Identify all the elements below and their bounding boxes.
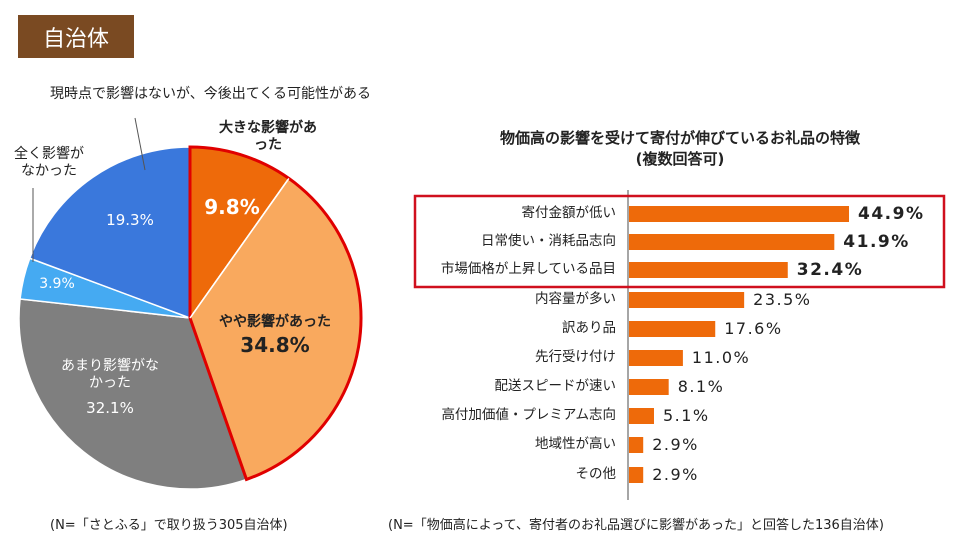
bar-value-label: 2.9% — [652, 465, 699, 484]
bar-category-label: 配送スピードが速い — [494, 378, 617, 394]
pie-label-not-much: あまり影響がなかった — [61, 358, 159, 391]
bar — [629, 262, 788, 278]
bar-category-label: 寄付金額が低い — [521, 205, 617, 221]
bar-category-label: その他 — [575, 466, 617, 482]
bar-value-label: 11.0% — [691, 348, 751, 367]
pie-divider — [189, 178, 290, 319]
header-tag: 自治体 — [18, 15, 134, 58]
bar-value-label: 17.6% — [724, 319, 783, 338]
leader-line — [134, 117, 146, 171]
bar — [629, 321, 716, 337]
pie-note: (N=「さとふる」で取り扱う305自治体) — [50, 518, 288, 533]
bar-category-label: 先行受け付け — [535, 349, 616, 365]
bar — [629, 206, 850, 222]
bar — [629, 437, 644, 453]
bar-category-label: 市場価格が上昇している品目 — [440, 261, 616, 277]
bar — [629, 379, 669, 395]
bar-category-label: 内容量が多い — [535, 291, 616, 307]
pie-slice — [18, 298, 248, 490]
pie-label-somewhat: やや影響があった — [219, 314, 331, 330]
bar-chart-title: 物価高の影響を受けて寄付が伸びているお礼品の特徴 (複数回答可) — [420, 128, 940, 170]
pie-slice — [28, 146, 191, 320]
bar-category-label: 地域性が高い — [535, 436, 616, 452]
pie-value-not-much: 32.1% — [86, 399, 134, 417]
bar-note: (N=「物価高によって、寄付者のお礼品選びに影響があった」と回答した136自治体… — [388, 518, 884, 533]
pie-highlight-outline — [188, 145, 363, 482]
bar-value-label: 44.9% — [858, 204, 925, 224]
bar-category-label: 日常使い・消耗品志向 — [481, 233, 616, 249]
bar-value-label: 23.5% — [753, 290, 812, 309]
pie-value-none: 3.9% — [39, 276, 75, 292]
pie-label-none: 全く影響がなかった — [14, 146, 84, 179]
bar — [629, 408, 654, 424]
bar-title: 物価高の影響を受けて寄付が伸びているお礼品の特徴 — [499, 129, 860, 147]
bar — [629, 350, 683, 366]
pie-label-large: 大きな影響があった — [219, 120, 317, 153]
pie-value-large: 9.8% — [204, 195, 260, 219]
bar-value-label: 2.9% — [652, 435, 699, 454]
bar — [629, 292, 745, 308]
bar-value-label: 8.1% — [677, 377, 725, 396]
pie-label-possible-future: 現時点で影響はないが、今後出てくる可能性がある — [50, 86, 372, 102]
bar — [629, 234, 835, 250]
bar-category-label: 高付加価値・プレミアム志向 — [441, 407, 616, 423]
bar-value-label: 41.9% — [843, 232, 910, 252]
bar-value-label: 5.1% — [662, 406, 710, 425]
pie-value-somewhat: 34.8% — [240, 333, 310, 357]
bar-subtitle: (複数回答可) — [635, 150, 725, 168]
highlight-box — [413, 194, 946, 289]
bar-category-label: 訳あり品 — [562, 320, 616, 336]
bar-value-label: 32.4% — [796, 260, 864, 280]
pie-value-possible-future: 19.3% — [106, 211, 154, 229]
bar — [629, 467, 644, 483]
